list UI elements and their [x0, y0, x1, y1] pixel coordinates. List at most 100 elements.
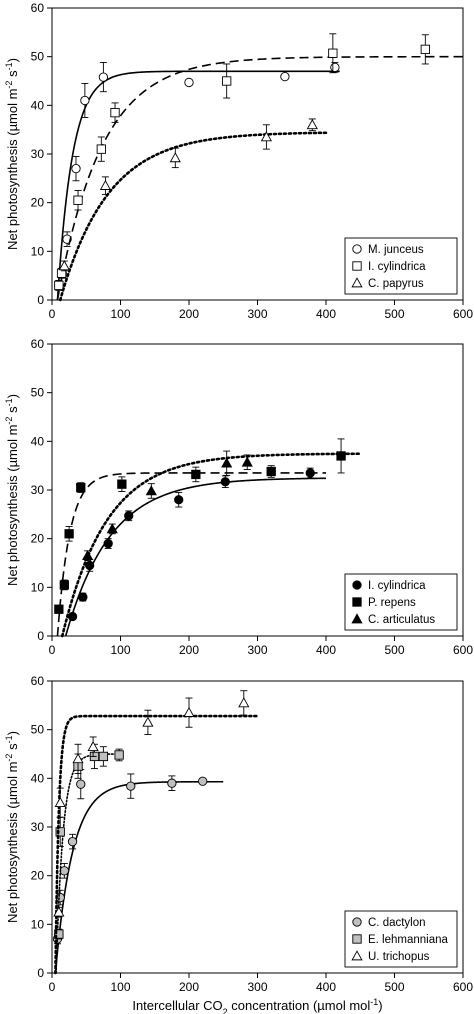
data-point [110, 107, 120, 118]
x-tick-label: 0 [49, 643, 56, 657]
legend-label: C. papyrus [368, 278, 424, 290]
fit-curve [55, 753, 122, 974]
legend-label: C. articulatus [368, 614, 435, 626]
legend-box [344, 573, 458, 631]
x-tick-label: 500 [384, 307, 404, 321]
data-point [73, 195, 83, 205]
y-tick-label: 20 [31, 532, 45, 546]
y-axis-title: Net photosynthesis (µmol m-2 s-1) [4, 394, 20, 586]
data-point [117, 479, 127, 489]
data-point [306, 119, 318, 130]
data-point [72, 753, 84, 764]
x-tick-label: 500 [384, 980, 404, 994]
data-point [420, 44, 430, 55]
data-point [222, 76, 232, 86]
legend-marker [352, 934, 362, 944]
data-point [260, 131, 272, 142]
x-tick-label: 400 [316, 980, 336, 994]
y-tick-label: 40 [31, 434, 45, 448]
legend-marker [352, 261, 362, 271]
data-point [330, 62, 340, 73]
y-tick-label: 40 [31, 771, 45, 785]
data-point [80, 95, 90, 106]
data-point [280, 71, 290, 82]
fit-curve [54, 780, 224, 974]
legend-label: I. cylindrica [368, 261, 426, 273]
data-point [78, 592, 88, 602]
data-point [98, 72, 109, 82]
legend-marker [352, 580, 362, 590]
y-tick-label: 60 [31, 337, 45, 351]
data-point [336, 451, 346, 461]
data-point [85, 560, 95, 571]
x-tick-label: 600 [453, 307, 473, 321]
series-square-2 [54, 438, 346, 637]
legend-marker [351, 613, 363, 624]
y-tick-label: 30 [31, 820, 45, 834]
series-circle-1 [52, 769, 224, 974]
data-point [266, 466, 276, 477]
data-point [58, 260, 70, 271]
data-point [106, 523, 118, 534]
x-tick-label: 600 [453, 980, 473, 994]
fit-curve [56, 70, 340, 301]
data-point [82, 549, 94, 561]
fit-curve [60, 452, 362, 638]
data-point [71, 163, 81, 174]
y-tick-label: 60 [31, 1, 45, 15]
legend-label: E. lehmanniana [368, 934, 449, 946]
legend: M. junceus I. cylindrica C. papyrus [344, 237, 458, 295]
data-point [54, 280, 64, 291]
y-axis-title: Net photosynthesis (µmol m-2 s-1) [4, 731, 20, 923]
legend-label: C. dactylon [368, 917, 426, 929]
y-tick-label: 50 [31, 723, 45, 737]
data-point [238, 697, 250, 708]
x-tick-label: 100 [110, 307, 130, 321]
y-tick-label: 10 [31, 244, 45, 258]
data-point [241, 456, 253, 467]
legend-label: I. cylindrica [368, 580, 426, 592]
data-point [67, 611, 78, 622]
y-tick-label: 30 [31, 147, 45, 161]
y-tick-label: 50 [31, 386, 45, 400]
data-point [54, 929, 64, 939]
fit-curve [58, 131, 328, 302]
legend-box [344, 910, 458, 968]
data-point [54, 604, 64, 614]
data-point [76, 482, 86, 493]
x-tick-label: 400 [316, 307, 336, 321]
data-point [67, 836, 78, 847]
x-tick-label: 200 [179, 643, 199, 657]
data-point [174, 495, 184, 505]
data-point [53, 906, 65, 917]
x-tick-label: 100 [110, 980, 130, 994]
data-point [191, 469, 201, 480]
legend: C. dactylon E. lehmanniana U. trichopus [344, 910, 458, 968]
legend-marker [351, 950, 363, 961]
data-point [87, 740, 99, 752]
legend-label: P. repens [368, 597, 416, 609]
data-point [55, 827, 65, 837]
data-point [96, 144, 106, 154]
x-tick-label: 200 [179, 307, 199, 321]
data-point [220, 477, 230, 487]
series-circle-1 [64, 467, 327, 637]
data-point [99, 179, 112, 190]
data-point [328, 48, 338, 58]
y-tick-label: 50 [31, 50, 45, 64]
series-square-2 [54, 743, 124, 974]
data-point [221, 457, 233, 468]
legend-box [344, 237, 458, 295]
legend-marker [352, 244, 362, 254]
y-tick-label: 0 [37, 966, 44, 980]
series-triangle-3 [58, 118, 328, 302]
fit-curve [56, 472, 326, 637]
x-tick-label: 100 [110, 643, 130, 657]
legend-marker [351, 277, 363, 288]
x-tick-label: 500 [384, 643, 404, 657]
data-point [64, 529, 74, 539]
